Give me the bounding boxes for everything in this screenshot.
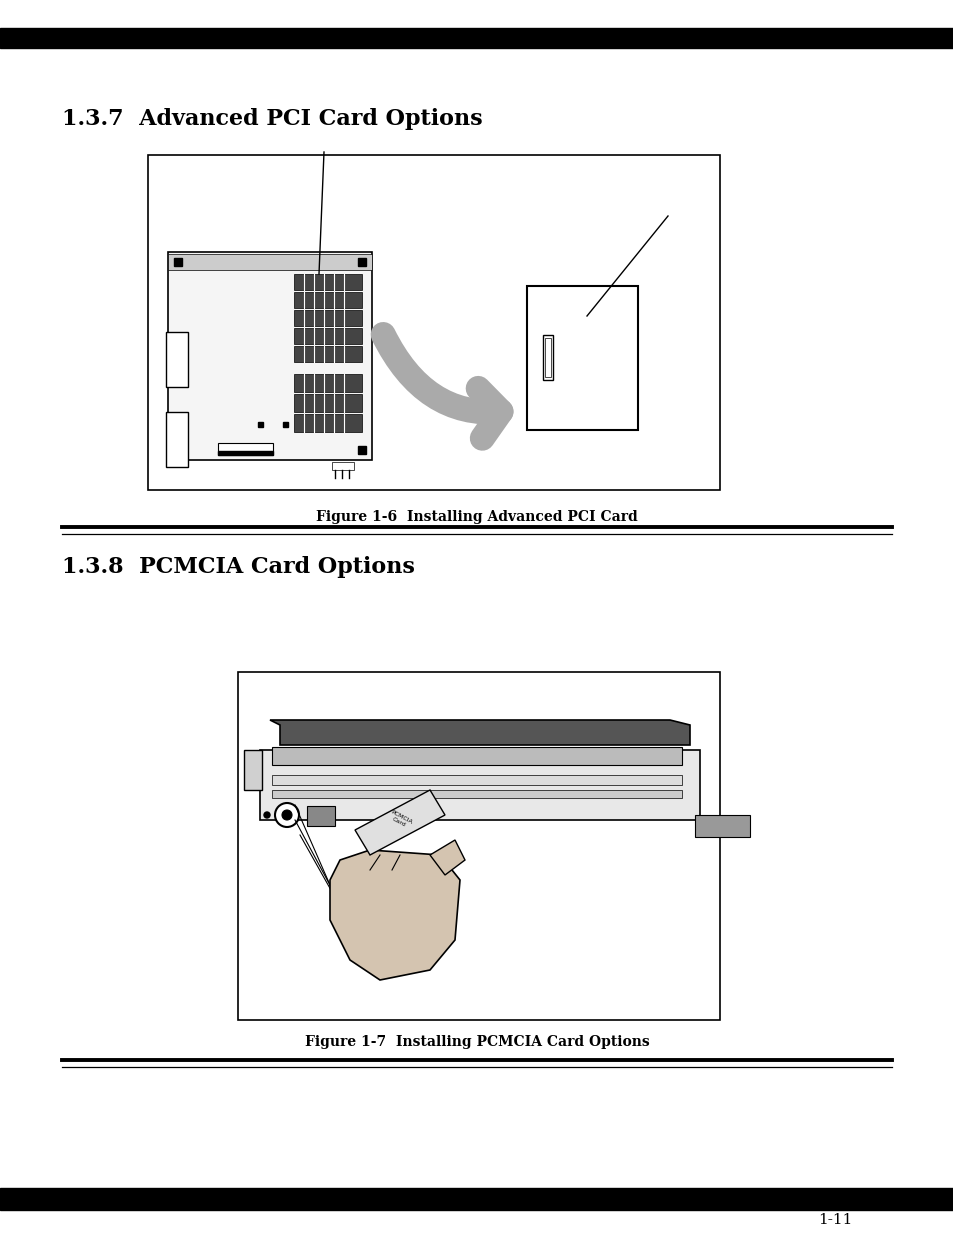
Bar (260, 750, 700, 820)
Text: 1.3.7  Advanced PCI Card Options: 1.3.7 Advanced PCI Card Options (62, 107, 482, 130)
Text: Figure 1-6  Installing Advanced PCI Card: Figure 1-6 Installing Advanced PCI Card (315, 510, 638, 524)
Bar (272, 747, 681, 764)
Bar (695, 815, 749, 837)
Bar (237, 672, 720, 1020)
Bar (218, 451, 273, 454)
Bar (294, 329, 361, 345)
Text: 1-11: 1-11 (817, 1213, 851, 1228)
Bar (526, 287, 638, 430)
Text: Figure 1-7  Installing PCMCIA Card Options: Figure 1-7 Installing PCMCIA Card Option… (304, 1035, 649, 1049)
Polygon shape (330, 850, 459, 981)
Bar (148, 156, 720, 490)
Bar (307, 806, 335, 826)
Circle shape (274, 803, 298, 827)
Bar (173, 258, 182, 266)
Bar (357, 258, 366, 266)
Bar (173, 446, 182, 454)
Circle shape (282, 810, 292, 820)
Bar (357, 446, 366, 454)
Bar (294, 414, 361, 432)
Bar (272, 776, 681, 785)
Bar (544, 338, 551, 377)
Bar (166, 412, 188, 467)
Bar (166, 332, 188, 387)
Bar (542, 335, 553, 380)
Bar (283, 422, 288, 427)
Bar (0, 1188, 953, 1210)
Bar (294, 291, 361, 308)
Text: PCMCIA
Card: PCMCIA Card (387, 810, 413, 830)
Bar (294, 310, 361, 326)
Bar (168, 254, 372, 270)
Bar (294, 274, 361, 290)
FancyArrowPatch shape (383, 335, 500, 438)
Text: 1.3.8  PCMCIA Card Options: 1.3.8 PCMCIA Card Options (62, 556, 415, 578)
Bar (257, 422, 263, 427)
Polygon shape (355, 790, 444, 855)
Circle shape (264, 811, 270, 818)
Bar (332, 462, 354, 471)
Bar (0, 28, 953, 48)
Bar (294, 346, 361, 362)
Bar (294, 394, 361, 412)
Bar (294, 374, 361, 391)
Bar (168, 252, 372, 459)
Bar (272, 790, 681, 798)
Bar (218, 443, 273, 454)
Bar (244, 750, 262, 790)
Polygon shape (430, 840, 464, 876)
Polygon shape (270, 720, 689, 745)
